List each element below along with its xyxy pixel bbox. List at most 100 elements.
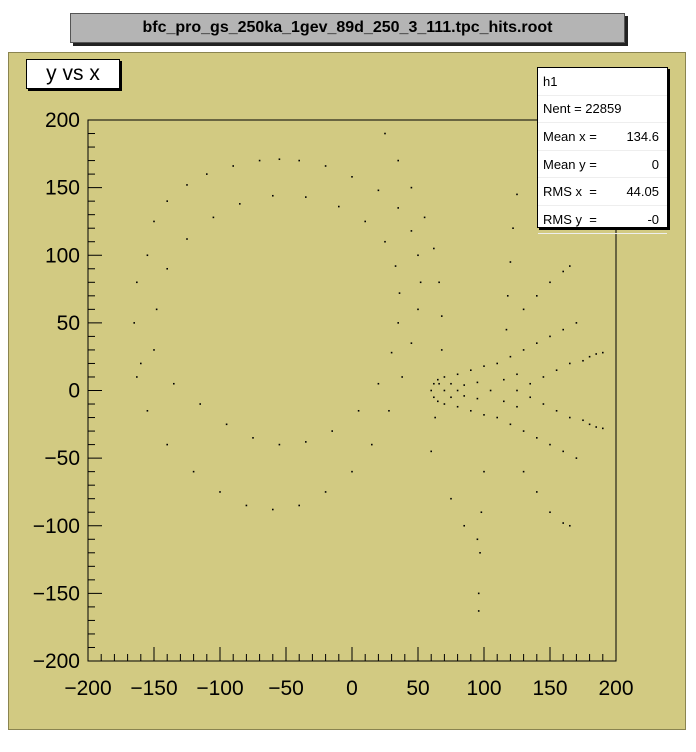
data-point [516,373,518,376]
y-tick-label: −200 [33,650,80,673]
data-point [438,382,440,385]
data-point [430,389,432,392]
data-point [503,400,505,403]
data-point [516,405,518,408]
data-point [542,403,545,405]
data-point [476,538,479,541]
data-point [397,322,399,324]
data-point [166,443,168,446]
data-point [155,308,158,311]
data-point [351,176,353,178]
data-point [555,409,558,412]
x-tick-label: −150 [130,677,177,700]
data-point [477,610,480,612]
data-point [278,158,281,161]
y-tick-label: 100 [45,244,80,267]
x-tick-label: −50 [268,677,304,700]
data-point [377,189,380,192]
data-point [298,504,300,507]
data-point [549,443,551,446]
x-tick-label: 150 [532,677,567,700]
data-point [456,405,459,408]
stats-row-rms-y: RMS y = -0 [538,206,667,234]
data-point [166,200,168,202]
data-point [219,491,221,493]
data-point [410,186,413,189]
data-point [186,238,188,240]
y-tick-label: 200 [45,109,80,132]
data-point [397,159,399,162]
data-point [133,322,135,324]
data-points [133,132,604,612]
stats-row-rms-x: RMS x = 44.05 [538,178,667,206]
y-tick-label: 50 [57,312,80,335]
data-point [470,409,472,412]
data-point [419,281,422,284]
data-point [529,396,531,399]
data-point [522,349,525,351]
data-point [364,220,366,223]
data-point [463,395,465,397]
data-point [272,194,274,197]
data-point [146,409,149,412]
data-point [516,389,518,392]
data-point [398,292,401,294]
data-point [582,419,584,422]
data-point [324,491,327,493]
data-point [509,423,512,426]
data-point [536,437,538,439]
data-point [357,409,360,412]
data-point [602,427,604,430]
data-point [450,497,452,500]
data-point [522,430,525,432]
data-point [388,409,390,412]
data-point [166,267,168,270]
data-point [437,400,439,403]
data-point [450,396,452,399]
data-point [401,376,403,378]
data-point [483,365,485,367]
data-point [212,216,215,219]
data-point [146,254,149,257]
data-point [199,403,201,405]
data-point [522,308,525,311]
data-point [562,522,564,524]
plot-title: y vs x [26,59,120,89]
data-point [476,381,479,384]
data-point [582,359,584,362]
data-point [417,308,419,311]
data-point [522,470,525,473]
data-point [509,355,512,358]
data-point [595,426,597,428]
data-point [509,261,512,263]
data-point [390,351,393,354]
data-point [549,281,551,284]
x-tick-label: −200 [64,677,111,700]
data-point [153,349,155,351]
data-point [496,362,498,365]
data-point [206,173,208,175]
data-point [232,165,234,167]
window-title: bfc_pro_gs_250ka_1gev_89d_250_3_111.tpc_… [70,13,625,43]
y-tick-label: 150 [45,177,80,200]
data-point [173,382,175,385]
data-point [562,328,564,331]
data-point [512,227,514,229]
stats-row-entries: Nent = 22859 [538,96,667,124]
data-point [569,362,571,365]
x-tick-label: 200 [598,677,633,700]
data-point [298,159,300,162]
data-point [239,203,241,205]
data-point [477,592,480,595]
data-point [258,159,261,162]
x-tick-label: 100 [466,677,501,700]
data-point [351,470,353,473]
stats-name: h1 [538,68,667,96]
data-point [278,443,281,446]
data-point [542,376,545,378]
x-tick-label: −100 [196,677,243,700]
data-point [536,491,538,493]
data-point [324,165,327,167]
data-point [602,351,604,354]
data-point [410,230,413,232]
